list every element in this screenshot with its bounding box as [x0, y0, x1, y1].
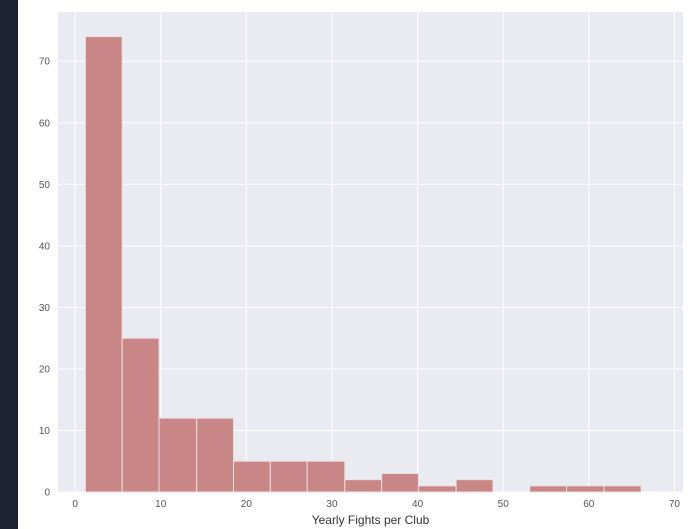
x-tick-label: 50 — [498, 499, 510, 510]
x-axis-ticks: 0 10 20 30 40 50 60 70 — [72, 499, 680, 510]
histogram-bar — [196, 417, 235, 493]
histogram-bar — [566, 485, 605, 493]
x-tick-label: 0 — [72, 499, 78, 510]
y-tick-label: 0 — [44, 488, 50, 499]
histogram-bar — [455, 479, 494, 493]
histogram-bar — [381, 473, 419, 493]
y-tick-label: 40 — [39, 241, 51, 252]
y-axis-ticks: 0 10 20 30 40 50 60 70 — [39, 57, 51, 499]
y-tick-label: 60 — [39, 118, 51, 129]
x-axis-label: Yearly Fights per Club — [312, 513, 430, 527]
histogram-bar — [269, 460, 308, 493]
chart-figure: 0 10 20 30 40 50 60 70 0 10 20 30 40 50 60 70 Yearly F… — [18, 0, 693, 529]
y-tick-label: 20 — [39, 364, 51, 375]
histogram-bar — [417, 485, 457, 493]
histogram-bar — [158, 417, 198, 493]
x-tick-label: 60 — [583, 499, 595, 510]
histogram-bar — [344, 479, 383, 493]
histogram-chart: 0 10 20 30 40 50 60 70 0 10 20 30 40 50 60 70 Yearly F… — [39, 12, 683, 527]
y-tick-label: 70 — [39, 57, 51, 68]
x-tick-label: 40 — [412, 499, 424, 510]
histogram-bar — [603, 485, 642, 493]
histogram-bars — [84, 36, 642, 493]
histogram-bar — [233, 460, 271, 493]
histogram-bar — [121, 337, 160, 493]
x-tick-label: 20 — [241, 499, 253, 510]
histogram-bar — [529, 485, 568, 493]
histogram-bar — [306, 460, 346, 493]
plot-area — [58, 12, 683, 492]
y-tick-label: 30 — [39, 303, 51, 314]
y-tick-label: 10 — [39, 426, 51, 437]
x-tick-label: 30 — [326, 499, 338, 510]
histogram-bar — [84, 36, 123, 493]
y-tick-label: 50 — [39, 180, 51, 191]
x-tick-label: 10 — [155, 499, 167, 510]
x-tick-label: 70 — [669, 499, 681, 510]
